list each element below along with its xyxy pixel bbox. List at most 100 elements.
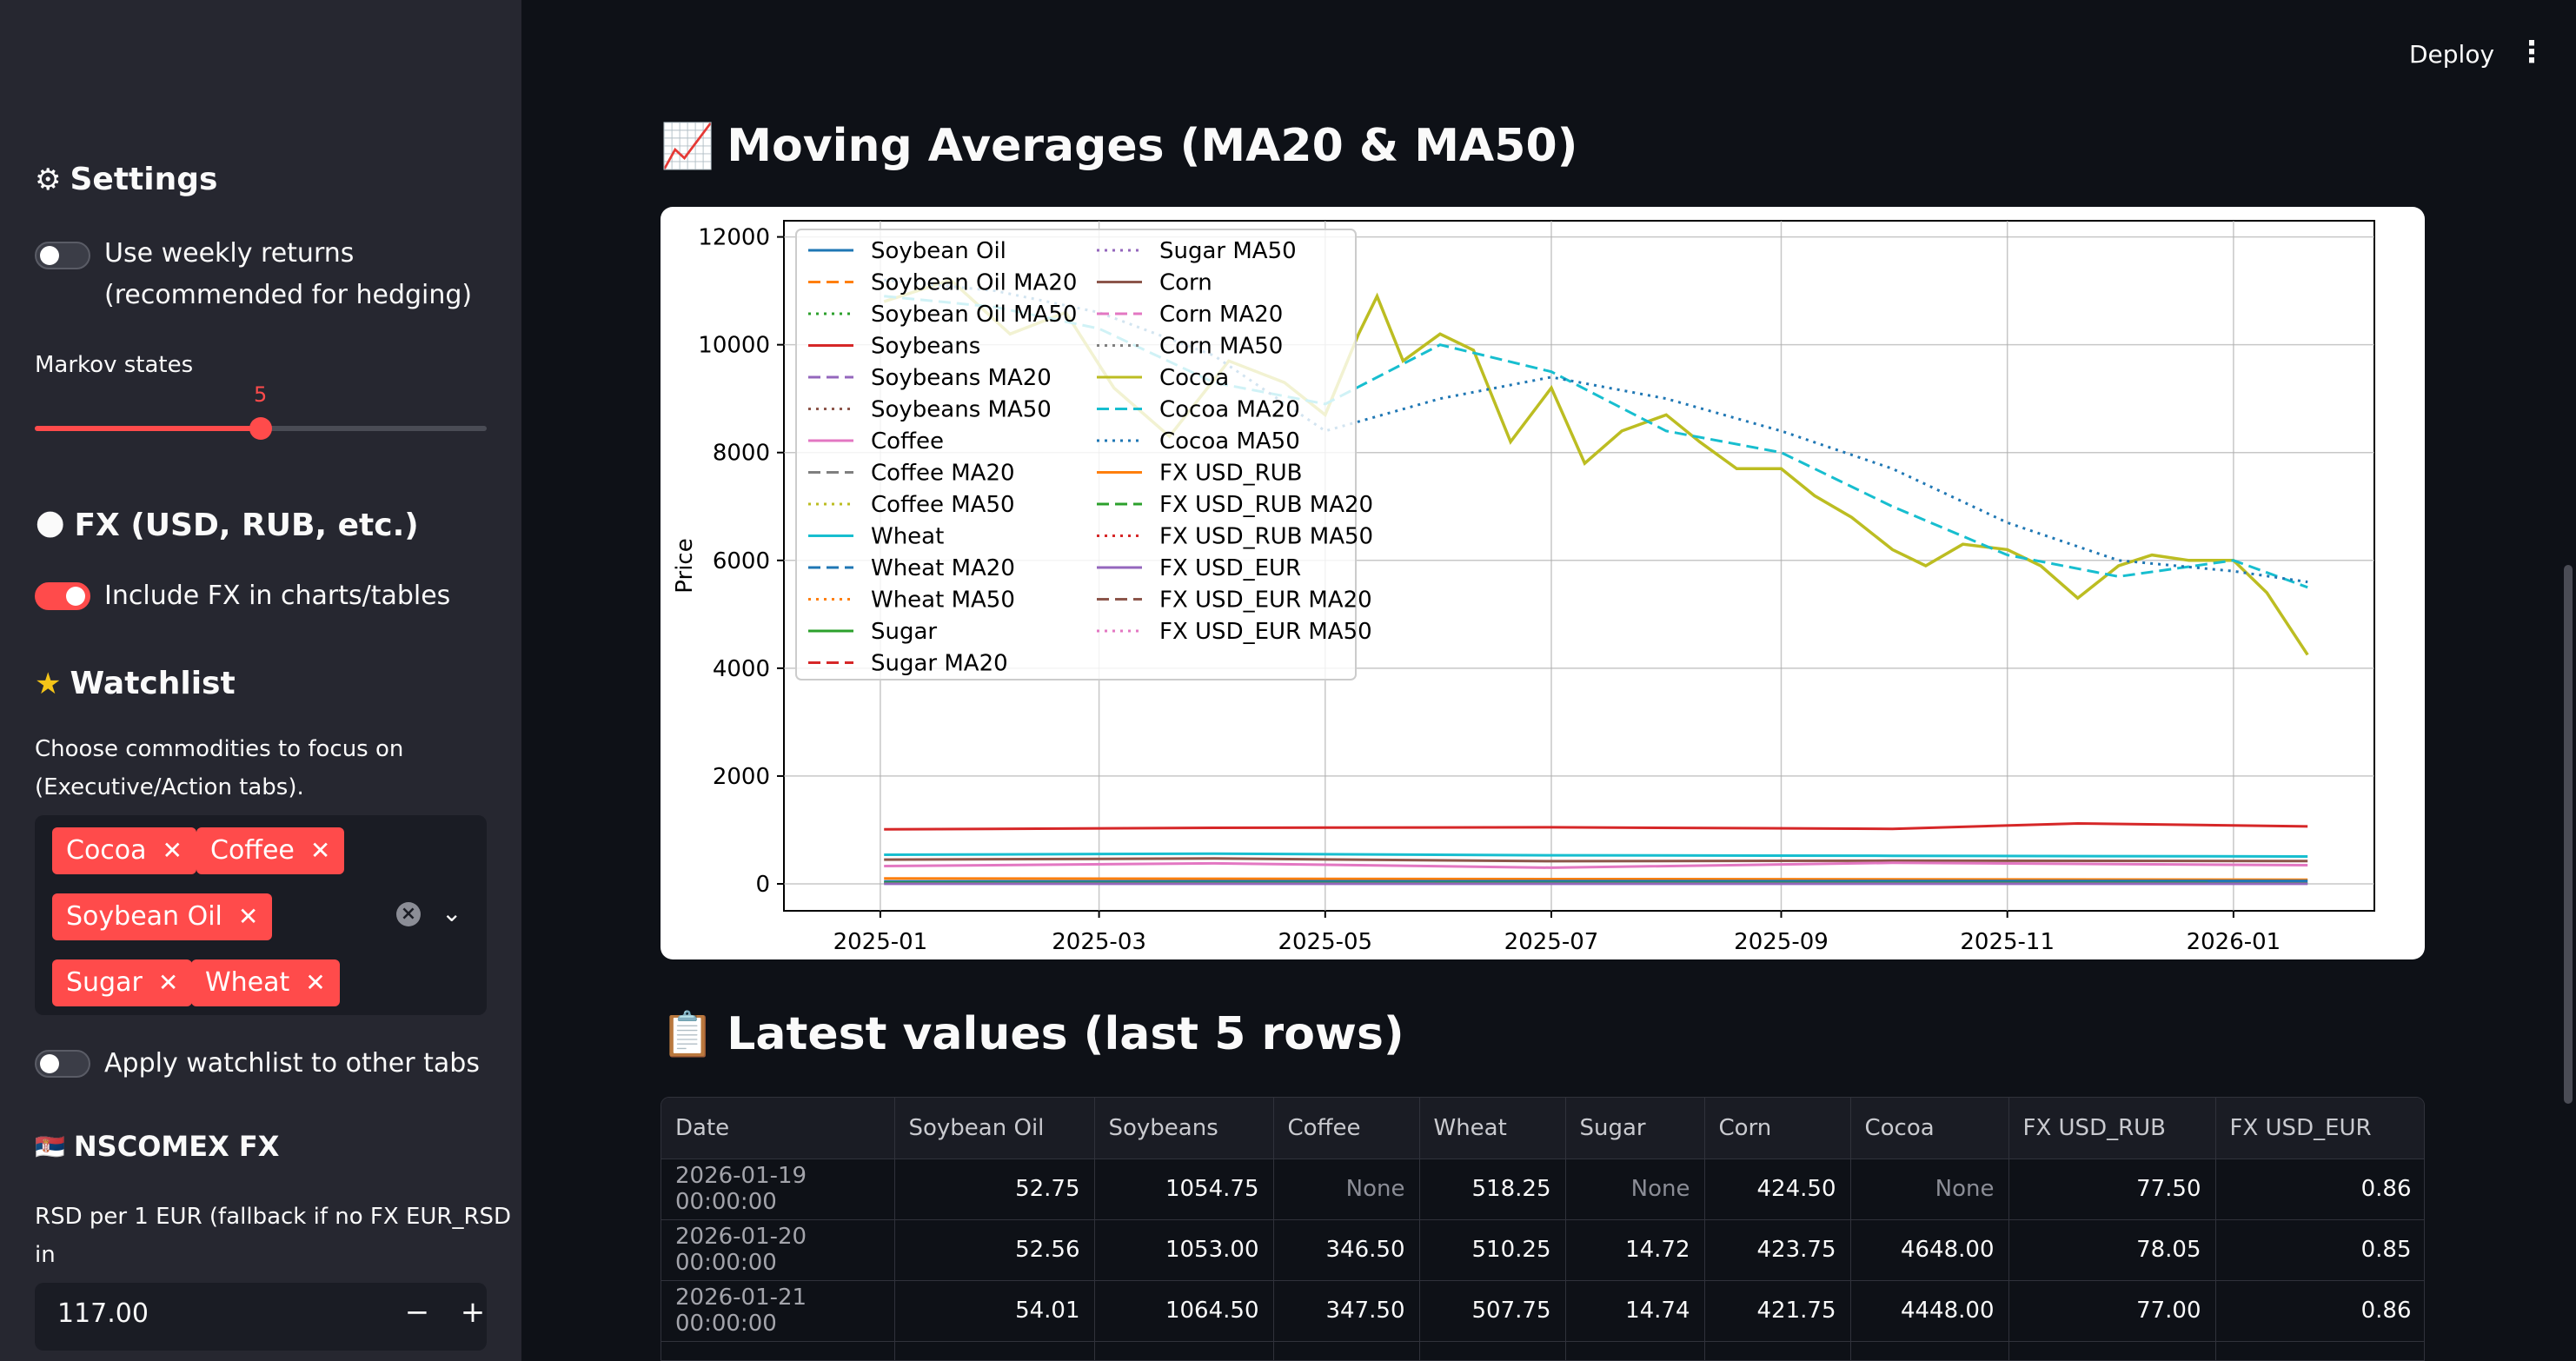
legend-label: Wheat MA50	[871, 588, 1015, 614]
column-header[interactable]: Corn	[1704, 1098, 1851, 1159]
y-axis-label: Price	[672, 538, 698, 593]
table-row: 2026-01-21 00:00:00 54.01 1064.50 347.50 507…	[661, 1280, 2424, 1342]
legend-label: FX USD_RUB MA50	[1159, 524, 1373, 550]
x-tick-label: 2025-05	[1278, 929, 1372, 955]
legend-label: Soybean Oil MA20	[871, 270, 1077, 296]
weekly-returns-toggle[interactable]	[35, 242, 90, 269]
column-header[interactable]: Sugar	[1565, 1098, 1705, 1159]
chevron-down-icon[interactable]: ⌄	[442, 899, 462, 927]
legend-label: Coffee	[871, 428, 944, 455]
x-tick-label: 2025-09	[1734, 929, 1829, 955]
x-tick-label: 2025-11	[1960, 929, 2055, 955]
column-header[interactable]: Soybean Oil	[894, 1098, 1095, 1159]
fx-heading: 🌑 FX (USD, RUB, etc.)	[35, 508, 419, 543]
markov-slider-value: 5	[254, 382, 268, 407]
table-cell: 423.75	[1704, 1219, 1851, 1281]
table-cell: 510.25	[1419, 1219, 1566, 1281]
legend-label: Soybean Oil MA50	[871, 302, 1077, 328]
legend-label: FX USD_RUB MA20	[1159, 492, 1373, 518]
clipboard-icon: 📋	[661, 1008, 715, 1059]
y-tick-label: 12000	[698, 225, 770, 251]
table-row: 2026-01-20 00:00:00 52.56 1053.00 346.50 510…	[661, 1219, 2424, 1281]
chip-soybean-oil[interactable]: Soybean Oil ✕	[52, 893, 273, 940]
y-tick-label: 10000	[698, 333, 770, 359]
table-cell: 77.00	[2008, 1280, 2216, 1342]
close-icon[interactable]: ✕	[305, 968, 326, 997]
legend-label: FX USD_EUR MA20	[1159, 588, 1372, 614]
markov-slider-thumb[interactable]	[249, 417, 272, 440]
legend-label: Soybeans	[871, 334, 980, 360]
watchlist-multiselect[interactable]: Cocoa ✕ Coffee ✕ Soybean Oil ✕ Sugar ✕ Wheat…	[35, 815, 487, 1015]
table-cell	[894, 1341, 1095, 1360]
apply-watchlist-toggle[interactable]	[35, 1050, 90, 1078]
legend-label: Corn MA20	[1159, 302, 1283, 328]
y-tick-label: 8000	[713, 441, 770, 467]
table-cell: 2026-01-20 00:00:00	[661, 1219, 895, 1281]
legend-label: Soybean Oil	[871, 238, 1006, 264]
column-header[interactable]: Wheat	[1419, 1098, 1566, 1159]
legend-label: Wheat MA20	[871, 555, 1015, 581]
table-cell: 4448.00	[1850, 1280, 2009, 1342]
table-cell: None	[1273, 1159, 1420, 1220]
close-icon[interactable]: ✕	[157, 968, 179, 997]
column-header[interactable]: Soybeans	[1094, 1098, 1274, 1159]
chip-coffee[interactable]: Coffee ✕	[196, 827, 345, 874]
x-tick-label: 2025-01	[833, 929, 928, 955]
series-line-fx-usd-rub	[884, 877, 2308, 881]
markov-states-label: Markov states	[35, 352, 194, 378]
nscomex-heading: 🇷🇸 NSCOMEX FX	[35, 1130, 280, 1163]
include-fx-label: Include FX in charts/tables	[104, 581, 451, 611]
table-cell	[2008, 1341, 2216, 1360]
include-fx-toggle[interactable]	[35, 582, 90, 610]
table-cell: None	[1850, 1159, 2009, 1220]
table-cell: 52.75	[894, 1159, 1095, 1220]
main-scrollbar[interactable]	[2564, 565, 2573, 1104]
column-header[interactable]: FX USD_RUB	[2008, 1098, 2216, 1159]
x-tick-label: 2025-03	[1052, 929, 1146, 955]
table-cell: 14.74	[1565, 1280, 1705, 1342]
rsd-per-eur-input[interactable]: 117.00 − +	[35, 1283, 487, 1351]
decrement-button[interactable]: −	[404, 1295, 430, 1330]
column-header[interactable]: Date	[661, 1098, 895, 1159]
increment-button[interactable]: +	[460, 1295, 486, 1330]
legend-label: Cocoa MA50	[1159, 428, 1300, 455]
table-cell	[1565, 1341, 1705, 1360]
legend-label: Soybeans MA50	[871, 397, 1052, 423]
gear-icon: ⚙	[35, 162, 62, 197]
watchlist-heading: ★ Watchlist	[35, 666, 236, 701]
table-cell: 1054.75	[1094, 1159, 1274, 1220]
table-cell: 0.85	[2215, 1219, 2424, 1281]
legend-label: Coffee MA50	[871, 492, 1015, 518]
column-header[interactable]: Coffee	[1273, 1098, 1420, 1159]
chip-sugar[interactable]: Sugar ✕	[52, 959, 193, 1006]
legend-label: Cocoa MA20	[1159, 397, 1300, 423]
column-header[interactable]: Cocoa	[1850, 1098, 2009, 1159]
column-header[interactable]: FX USD_EUR	[2215, 1098, 2424, 1159]
table-cell: 54.01	[894, 1280, 1095, 1342]
legend-label: Corn	[1159, 270, 1212, 296]
serbia-flag-icon: 🇷🇸	[35, 1132, 65, 1161]
close-icon[interactable]: ✕	[237, 902, 259, 931]
chip-wheat[interactable]: Wheat ✕	[191, 959, 340, 1006]
table-cell: 507.75	[1419, 1280, 1566, 1342]
kebab-menu-icon[interactable]: ⋮	[2517, 35, 2546, 70]
table-cell: 347.50	[1273, 1280, 1420, 1342]
table-cell: 0.86	[2215, 1159, 2424, 1220]
close-icon[interactable]: ✕	[309, 836, 331, 865]
clear-all-icon[interactable]: ×	[396, 902, 421, 926]
table-row	[661, 1341, 2424, 1360]
chip-cocoa[interactable]: Cocoa ✕	[52, 827, 197, 874]
y-tick-label: 0	[755, 872, 770, 898]
table-cell: 78.05	[2008, 1219, 2216, 1281]
table-cell: 518.25	[1419, 1159, 1566, 1220]
series-line-coffee	[884, 861, 2308, 869]
table-cell	[1850, 1341, 2009, 1360]
deploy-button[interactable]: Deploy	[2409, 40, 2495, 69]
close-icon[interactable]: ✕	[162, 836, 183, 865]
table-cell: 424.50	[1704, 1159, 1851, 1220]
table-cell: 77.50	[2008, 1159, 2216, 1220]
legend-box	[795, 229, 1357, 680]
y-tick-label: 2000	[713, 764, 770, 790]
markov-slider[interactable]	[35, 417, 487, 440]
legend-label: Sugar	[871, 619, 937, 645]
